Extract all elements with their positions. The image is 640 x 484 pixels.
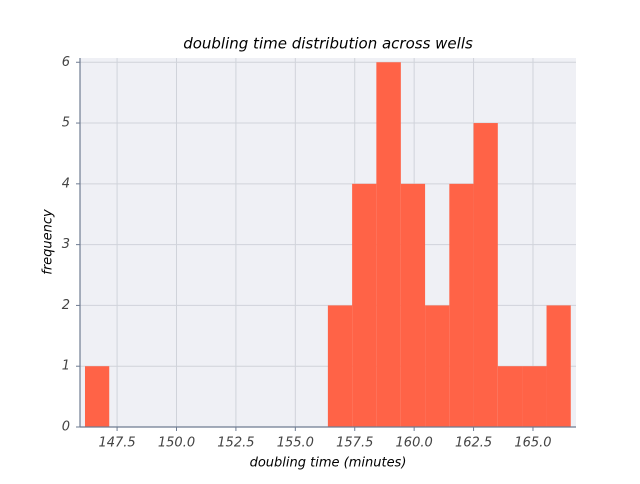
bar	[497, 366, 523, 427]
y-tick-label: 2	[62, 298, 70, 313]
x-tick-label: 152.5	[217, 436, 254, 451]
y-tick-label: 4	[62, 176, 70, 191]
bar	[352, 183, 377, 427]
y-tick-label: 0	[62, 420, 70, 435]
bar	[522, 366, 547, 427]
chart-title: doubling time distribution across wells	[183, 35, 473, 53]
bar	[449, 183, 474, 427]
y-tick-label: 3	[62, 237, 70, 252]
x-tick-label: 155.0	[277, 436, 314, 451]
bar	[400, 183, 426, 427]
bar	[327, 305, 353, 427]
x-tick-label: 150.0	[158, 436, 195, 451]
bar	[376, 62, 401, 427]
x-tick-label: 147.5	[98, 436, 135, 451]
bar	[84, 366, 110, 427]
x-tick-label: 157.5	[336, 436, 373, 451]
x-tick-label: 160.0	[396, 436, 433, 451]
bar	[546, 305, 571, 427]
x-tick-label: 162.5	[455, 436, 492, 451]
bar	[473, 123, 498, 427]
x-tick-label: 165.0	[514, 436, 551, 451]
y-tick-label: 5	[62, 116, 70, 131]
y-tick-label: 1	[62, 359, 70, 374]
y-tick-label: 6	[62, 55, 70, 70]
x-axis-label: doubling time (minutes)	[250, 456, 407, 471]
bar	[425, 305, 450, 427]
y-axis-label: frequency	[41, 209, 56, 275]
